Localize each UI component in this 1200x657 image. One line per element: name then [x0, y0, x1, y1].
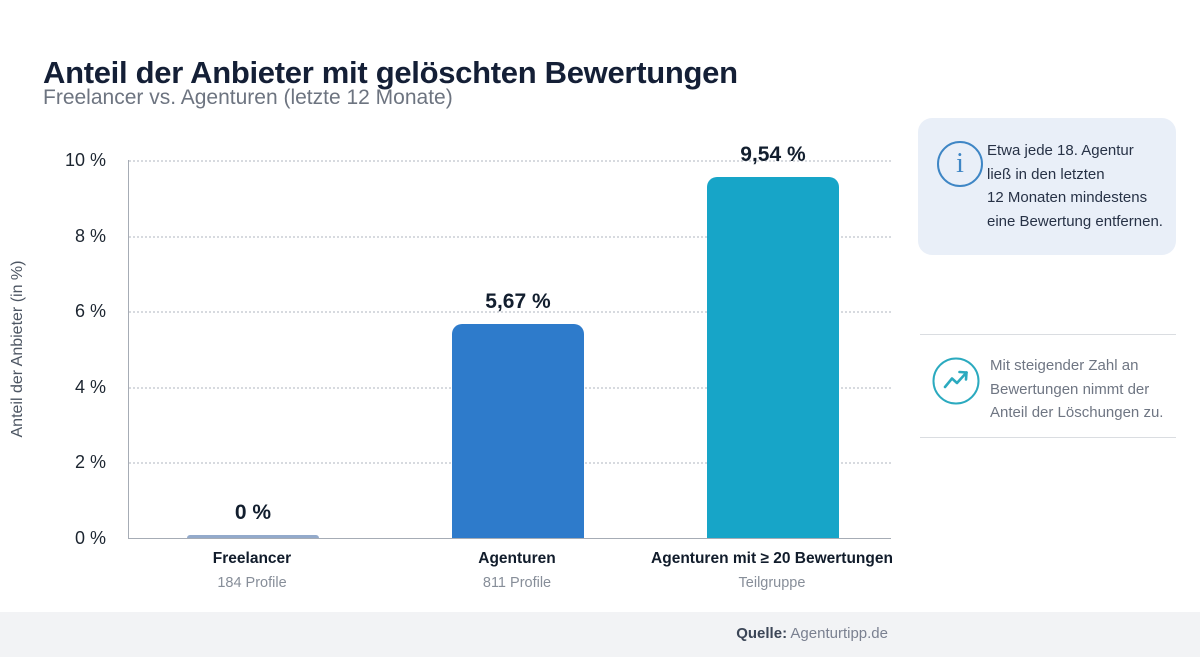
value-label-agenturen: 5,67 % [485, 289, 551, 313]
bar-agenturen [452, 323, 584, 538]
trend-up-icon [931, 356, 981, 406]
page-subtitle: Freelancer vs. Agenturen (letzte 12 Mona… [43, 86, 453, 109]
x-category-sublabel: Teilgruppe [738, 575, 806, 591]
gridline [129, 160, 891, 162]
gridline [129, 235, 891, 238]
info-card-text: Etwa jede 18. Agentur ließ in den letzte… [987, 139, 1167, 233]
y-tick-label: 0 % [74, 528, 106, 548]
value-label-freelancer: 0 % [234, 501, 272, 524]
trend-note-text-line: Anteil der Löschungen zu. [990, 404, 1164, 422]
trend-note-text-line: Mit steigender Zahl an [990, 357, 1139, 374]
bar-freelancer [187, 535, 319, 538]
x-label-agenturen: Agenturen 811 Profile [377, 550, 657, 591]
value-label-agenturen-20plus: 9,54 % [740, 143, 806, 167]
plot-area: 0 % 5,67 % 9,54 % [128, 143, 891, 539]
y-tick-label: 2 % [74, 452, 106, 473]
trend-note-text-line: Bewertungen nimmt der [990, 380, 1150, 398]
y-tick-label: 4 % [74, 376, 106, 397]
x-category-label: Freelancer [212, 550, 292, 567]
y-tick-label: 8 % [74, 225, 106, 246]
info-card-text-line: 12 Monaten mindestens [987, 189, 1148, 207]
y-axis-ticks: 10 % 8 % 6 % 4 % 2 % 0 % [0, 150, 106, 548]
bar-agenturen-20plus-bewertungen [707, 177, 839, 538]
x-category-sublabel: 811 Profile [482, 575, 552, 591]
page-title: Anteil der Anbieter mit gelöschten Bewer… [43, 54, 738, 90]
x-category-label: Agenturen mit ≥ 20 Bewertungen [651, 550, 893, 567]
info-icon: i [937, 141, 983, 187]
gridline [129, 311, 891, 314]
info-card-text-line: ließ in den letzten [987, 165, 1105, 183]
source-text: Quelle: Agenturtipp.de [736, 625, 888, 642]
x-label-freelancer: Freelancer 184 Profile [112, 550, 392, 591]
info-card-text-line: Etwa jede 18. Agentur [987, 142, 1134, 159]
source-footer: Quelle: Agenturtipp.de [0, 612, 1200, 657]
y-tick-label: 6 % [74, 301, 106, 322]
x-label-agenturen-20plus: Agenturen mit ≥ 20 Bewertungen Teilgrupp… [632, 550, 912, 591]
info-card: i Etwa jede 18. Agentur ließ in den letz… [918, 118, 1176, 255]
x-category-label: Agenturen [478, 550, 556, 567]
source-value: Agenturtipp.de [790, 625, 888, 642]
y-tick-label: 10 % [64, 150, 106, 170]
x-category-sublabel: 184 Profile [217, 575, 287, 591]
info-card-text-line: eine Bewertung entfernen. [987, 212, 1163, 230]
divider [920, 334, 1176, 335]
source-label: Quelle: [736, 625, 788, 642]
trend-note-text: Mit steigender Zahl an Bewertungen nimmt… [990, 354, 1185, 425]
divider [920, 437, 1176, 438]
